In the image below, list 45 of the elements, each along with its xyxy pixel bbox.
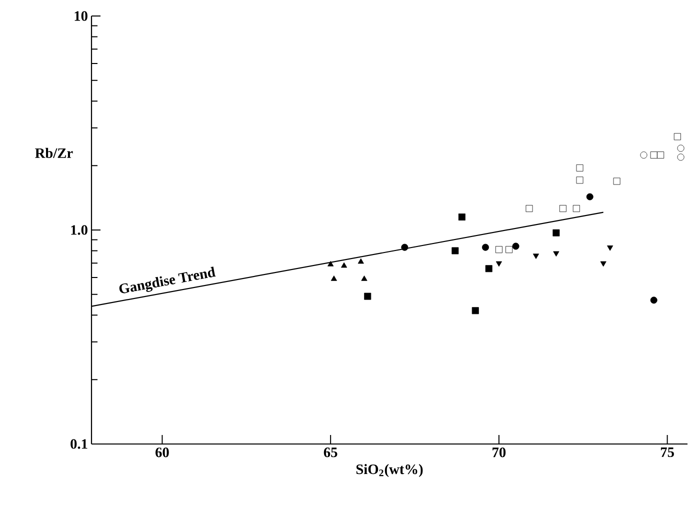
x-tick-label: 65 (324, 448, 338, 458)
point (330, 276, 337, 281)
point (526, 205, 533, 212)
point (458, 214, 466, 220)
point (553, 251, 560, 257)
point (364, 292, 372, 300)
x-axis-title: SiO$_{2}$(wt%) (356, 464, 423, 478)
point (532, 254, 540, 259)
point (576, 164, 584, 172)
point (361, 276, 368, 281)
point (586, 193, 594, 200)
point (677, 144, 684, 152)
point (512, 242, 520, 250)
y-tick-label: 0.1 (70, 439, 88, 449)
x-tick-label: 75 (660, 448, 674, 458)
point (552, 229, 560, 236)
x-tick-label: 60 (156, 448, 169, 458)
point (613, 178, 620, 185)
point (640, 152, 648, 159)
point (328, 261, 334, 266)
y-axis-title: Rb/Zr (35, 148, 73, 158)
point (401, 244, 408, 251)
y-tick-label: 10 (74, 11, 88, 21)
point (576, 176, 584, 184)
point (485, 265, 492, 272)
text: Gangdise Trend (119, 266, 216, 294)
point (452, 247, 459, 254)
x-tick-label: 70 (492, 448, 506, 458)
point (677, 154, 684, 161)
point (674, 133, 681, 140)
point (341, 262, 348, 268)
point (572, 205, 580, 212)
point (559, 205, 566, 212)
point (650, 296, 658, 304)
point (657, 152, 664, 159)
point (495, 246, 502, 254)
point (600, 261, 606, 267)
point (496, 261, 502, 267)
point (506, 246, 513, 254)
y-tick-label: 1.0 (71, 225, 88, 235)
point (472, 307, 479, 314)
point (607, 245, 614, 251)
point (650, 152, 658, 159)
point (358, 258, 364, 264)
point (482, 244, 489, 251)
